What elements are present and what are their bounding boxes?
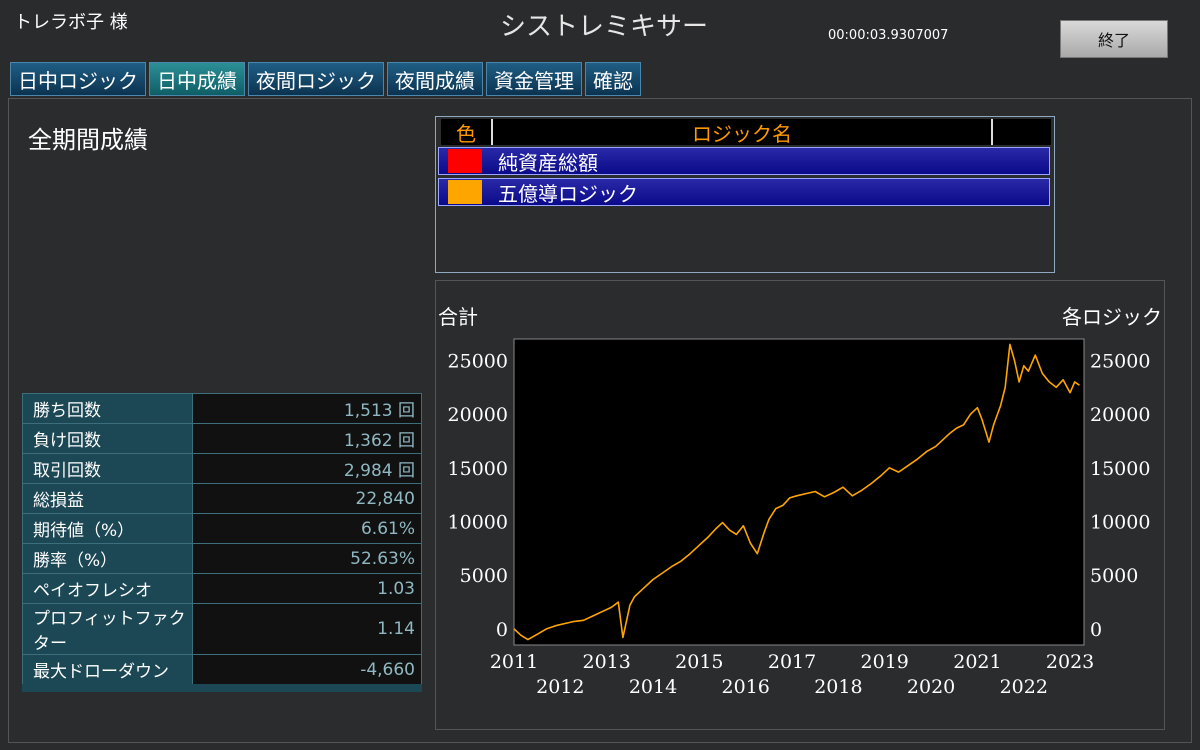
x-tick-label: 2014	[629, 676, 677, 698]
x-tick-label: 2021	[953, 651, 1001, 673]
x-tick-label: 2022	[1000, 676, 1048, 698]
stats-row: 取引回数 2,984 回	[22, 453, 423, 484]
x-tick-label: 2023	[1046, 651, 1094, 673]
tab-day-results[interactable]: 日中成績	[149, 62, 245, 96]
logic-row[interactable]: 純資産総額	[438, 147, 1050, 175]
stats-row: ペイオフレシオ 1.03	[22, 573, 423, 604]
right-axis-title: 各ロジック	[1062, 305, 1162, 329]
header-color: 色	[441, 119, 493, 146]
stat-label: 最大ドローダウン	[22, 654, 193, 685]
x-tick-label: 2016	[722, 676, 770, 698]
stat-label: 勝率（%）	[22, 543, 193, 574]
color-swatch	[448, 149, 482, 173]
y-tick-label-right: 0	[1090, 619, 1102, 641]
stat-label: 負け回数	[22, 423, 193, 454]
stats-row: 勝ち回数 1,513 回	[22, 393, 423, 424]
chart-svg: 0 0 5000 5000 10000 10000 15000 15000 20000 20000…	[448, 338, 1150, 698]
tab-night-results[interactable]: 夜間成績	[387, 62, 483, 96]
tab-money-management[interactable]: 資金管理	[486, 62, 582, 96]
stats-footer	[22, 684, 422, 692]
app-title: シストレミキサー	[500, 12, 709, 42]
stat-value: 1,362 回	[191, 423, 423, 454]
y-tick-label-left: 15000	[448, 458, 508, 480]
exit-button[interactable]: 終了	[1060, 20, 1168, 58]
left-axis-title: 合計	[438, 305, 478, 329]
stat-value: 1.14	[191, 603, 423, 655]
tab-day-logic[interactable]: 日中ロジック	[10, 62, 146, 96]
stats-row: 期待値（%） 6.61%	[22, 513, 423, 544]
stat-label: 期待値（%）	[22, 513, 193, 544]
tab-confirm[interactable]: 確認	[585, 62, 641, 96]
stat-value: 22,840	[191, 483, 423, 514]
y-tick-label-right: 10000	[1090, 512, 1150, 534]
logic-name: 五億導ロジック	[498, 181, 638, 206]
plot-area	[513, 338, 1085, 646]
stat-value: 2,984 回	[191, 453, 423, 484]
y-tick-label-left: 0	[496, 619, 508, 641]
x-tick-label: 2018	[814, 676, 862, 698]
user-name: トレラボ子 様	[14, 12, 128, 33]
stats-row: 勝率（%） 52.63%	[22, 543, 423, 574]
y-tick-label-right: 20000	[1090, 404, 1150, 426]
y-tick-label-right: 5000	[1090, 565, 1138, 587]
x-tick-label: 2012	[536, 676, 584, 698]
stat-value: 52.63%	[191, 543, 423, 574]
header-logic-name: ロジック名	[493, 119, 993, 146]
logic-row[interactable]: 五億導ロジック	[438, 178, 1050, 206]
x-tick-label: 2011	[490, 651, 538, 673]
y-tick-label-left: 20000	[448, 404, 508, 426]
stats-row: 負け回数 1,362 回	[22, 423, 423, 454]
tab-night-logic[interactable]: 夜間ロジック	[248, 62, 384, 96]
tab-bar: 日中ロジック 日中成績 夜間ロジック 夜間成績 資金管理 確認	[10, 62, 641, 96]
logic-table-header: 色 ロジック名	[441, 119, 1051, 146]
x-tick-label: 2013	[583, 651, 631, 673]
stat-label: 取引回数	[22, 453, 193, 484]
stat-label: プロフィットファクター	[22, 603, 193, 655]
stats-row: 最大ドローダウン -4,660	[22, 654, 423, 685]
stat-value: 1.03	[191, 573, 423, 604]
y-tick-label-left: 10000	[448, 512, 508, 534]
stat-value: 6.61%	[191, 513, 423, 544]
y-tick-label-left: 5000	[460, 565, 508, 587]
x-tick-label: 2019	[861, 651, 909, 673]
color-swatch	[448, 180, 482, 204]
elapsed-timer: 00:00:03.9307007	[828, 28, 949, 43]
equity-chart: 合計 各ロジック 0 0 5000 5000 10000 10000 15000 15000 2…	[435, 280, 1165, 730]
y-tick-label-left: 25000	[448, 350, 508, 372]
section-title: 全期間成績	[28, 126, 148, 154]
logic-table: 色 ロジック名 純資産総額 五億導ロジック	[435, 116, 1055, 273]
stat-label: ペイオフレシオ	[22, 573, 193, 604]
x-tick-label: 2017	[768, 651, 816, 673]
x-tick-label: 2015	[675, 651, 723, 673]
stat-value: -4,660	[191, 654, 423, 685]
stats-row: プロフィットファクター 1.14	[22, 603, 423, 655]
stat-value: 1,513 回	[191, 393, 423, 424]
stats-table: 勝ち回数 1,513 回 負け回数 1,362 回 取引回数 2,984 回 総損益 2…	[22, 393, 423, 685]
x-tick-label: 2020	[907, 676, 955, 698]
stat-label: 勝ち回数	[22, 393, 193, 424]
y-tick-label-right: 15000	[1090, 458, 1150, 480]
stat-label: 総損益	[22, 483, 193, 514]
series-line	[513, 343, 1080, 641]
stats-row: 総損益 22,840	[22, 483, 423, 514]
y-tick-label-right: 25000	[1090, 350, 1150, 372]
logic-name: 純資産総額	[498, 150, 598, 175]
